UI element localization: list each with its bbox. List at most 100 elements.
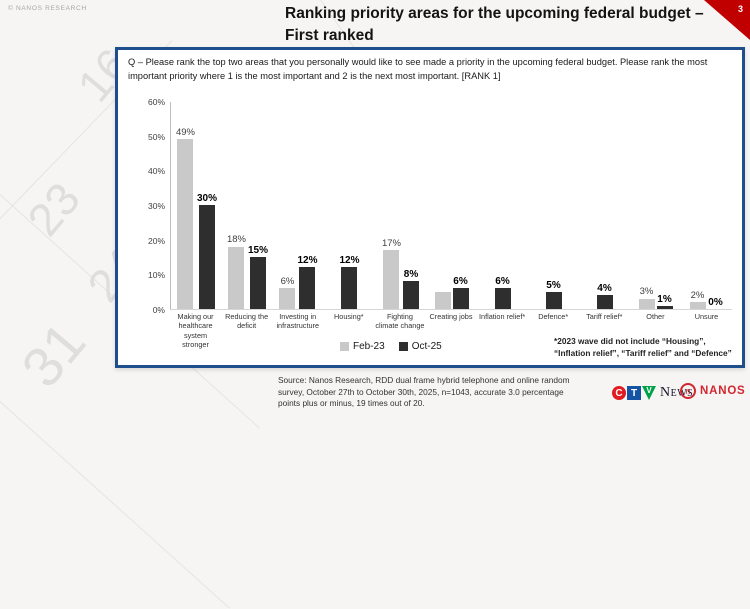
chart-panel: Q – Please rank the top two areas that y… — [115, 47, 745, 368]
y-tick-label: 60% — [147, 97, 165, 107]
bar-with-label: 12% — [339, 255, 360, 309]
bar-oct-25 — [545, 291, 562, 309]
bar-value-label: 6% — [280, 275, 295, 287]
bar-oct-25 — [199, 205, 215, 309]
category-label: Housing* — [334, 312, 364, 321]
plot-area: 0% 10% 20% 30% 40% 50% 60% 49% 30% 18% 15% 6% 12% 12… — [148, 97, 732, 315]
chart-legend: Feb-23 Oct-25 — [340, 341, 442, 352]
category-label: Creating jobs — [429, 312, 473, 321]
y-tick-label: 20% — [147, 235, 165, 246]
bar-value-label: 6% — [453, 276, 468, 288]
bar-value-label: 0% — [708, 297, 723, 308]
category-label: Defence* — [538, 312, 569, 321]
bar-value-label: 49% — [175, 126, 195, 138]
bar-with-label: 0% — [708, 297, 724, 309]
bar-feb-23 — [228, 246, 245, 309]
category-label: Fighting climate change — [375, 312, 425, 331]
bar-feb-23 — [383, 250, 400, 309]
bar-with-label: 18% — [226, 234, 246, 309]
ctv-v-icon: V — [642, 386, 656, 400]
bar-with-label: 5% — [545, 279, 562, 309]
bar-oct-25 — [299, 267, 316, 309]
bar-groups: 49% 30% 18% 15% 6% 12% 12% 17% 8% 6% 6% 5% 4% 3% 1% 2% 0… — [171, 102, 732, 309]
ctv-t-icon: T — [627, 386, 641, 400]
bar-group: 17% 8% — [375, 102, 426, 309]
bar-with-label: 6% — [279, 275, 296, 309]
bar-value-label: 6% — [495, 276, 510, 288]
bar-value-label: 12% — [297, 255, 318, 267]
nanos-wordmark: NANOS — [700, 385, 746, 397]
bar-with-label: 6% — [452, 276, 469, 309]
bar-group: 6% 12% — [273, 102, 324, 309]
bar-with-label: 4% — [596, 283, 613, 309]
copyright-text: © NANOS RESEARCH — [8, 5, 87, 12]
bar-value-label: 4% — [597, 283, 612, 295]
category-label: Making our healthcare system stronger — [177, 312, 214, 350]
bar-oct-25 — [403, 281, 419, 309]
bar-with-label: 17% — [381, 237, 401, 309]
bar-with-label: 1% — [656, 294, 673, 309]
calendar-number: 23 — [17, 172, 90, 246]
bar-group: 49% 30% — [171, 102, 222, 309]
source-text: Source: Nanos Research, RDD dual frame h… — [278, 375, 570, 409]
bar-oct-25 — [341, 267, 358, 309]
category-label: Investing in infrastructure — [276, 312, 320, 331]
y-tick-label: 30% — [147, 201, 165, 211]
category-label: Tariff relief* — [586, 312, 623, 321]
bar-feb-23 — [177, 139, 194, 309]
bar-group: 3% 1% — [630, 102, 681, 309]
bar-value-label: 17% — [381, 237, 401, 249]
bar-with-label — [434, 291, 451, 309]
bar-feb-23 — [434, 291, 451, 309]
ctv-c-icon: C — [612, 386, 626, 400]
ctv-news-logo: C T V News — [612, 385, 693, 401]
bar-oct-25 — [596, 295, 613, 309]
nanos-logo: n NANOS — [680, 383, 746, 399]
bar-group: 18% 15% — [222, 102, 273, 309]
bar-value-label: 18% — [226, 234, 246, 246]
bar-oct-25 — [250, 257, 266, 309]
bar-value-label: 12% — [339, 255, 360, 267]
bar-oct-25 — [494, 288, 511, 309]
bar-value-label: 5% — [546, 279, 561, 291]
bar-with-label: 30% — [197, 193, 217, 309]
y-tick-label: 0% — [152, 305, 165, 315]
category-label: Unsure — [694, 312, 719, 321]
legend-label-feb23: Feb-23 — [353, 341, 385, 352]
legend-swatch-oct25 — [398, 342, 408, 351]
calendar-number: 31 — [8, 310, 98, 399]
y-tick-label: 10% — [147, 270, 165, 281]
corner-ribbon — [704, 0, 750, 40]
bar-oct-25 — [656, 305, 673, 309]
bar-with-label: 3% — [638, 286, 655, 309]
bar-with-label: 12% — [297, 255, 318, 309]
category-label: Reducing the deficit — [225, 312, 269, 331]
bar-group: 12% — [324, 102, 375, 309]
bar-value-label: 3% — [639, 286, 654, 298]
bar-feb-23 — [279, 288, 296, 309]
bar-group: 6% — [426, 102, 477, 309]
bar-value-label: 2% — [690, 289, 705, 301]
slide-title: Ranking priority areas for the upcoming … — [285, 5, 704, 44]
bar-with-label: 6% — [494, 276, 511, 309]
legend-swatch-feb23 — [340, 342, 349, 351]
bar-value-label: 30% — [197, 193, 218, 204]
bar-group: 4% — [579, 102, 630, 309]
y-tick-label: 50% — [147, 131, 165, 142]
bar-feb-23 — [689, 302, 706, 309]
bar-group: 5% — [528, 102, 579, 309]
bar-value-label: 8% — [403, 269, 419, 281]
bar-group: 6% — [477, 102, 528, 309]
nanos-n-glyph: n — [685, 384, 691, 397]
page-number: 3 — [737, 4, 743, 14]
category-label: Inflation relief* — [478, 312, 526, 321]
legend-item-oct25: Oct-25 — [398, 341, 442, 352]
bar-group: 2% 0% — [681, 102, 732, 309]
bar-with-label: 15% — [248, 245, 268, 309]
bar-feb-23 — [638, 298, 655, 309]
bar-with-label: 2% — [689, 289, 706, 309]
chart-footnote: *2023 wave did not include “Housing”, “I… — [554, 336, 732, 358]
category-labels: Making our healthcare system stronger Red… — [170, 312, 732, 350]
bar-with-label: 49% — [175, 126, 195, 309]
survey-question: Q – Please rank the top two areas that y… — [128, 57, 708, 81]
